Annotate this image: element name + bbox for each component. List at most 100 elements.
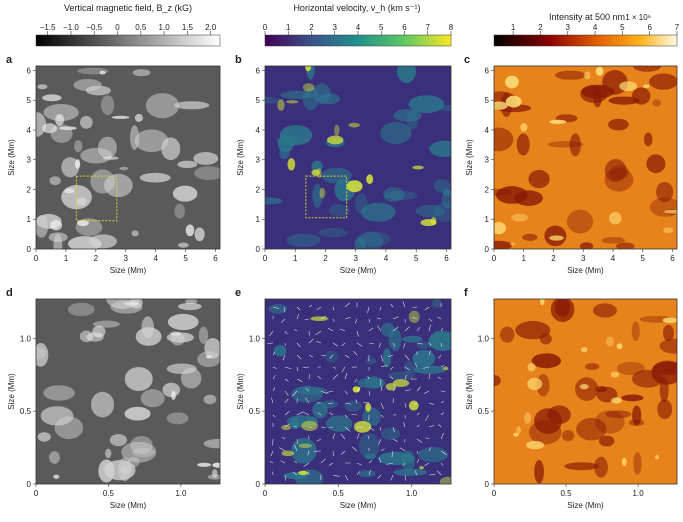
y-tick-label: 2 [27, 185, 32, 194]
heatmap-cell [276, 135, 301, 146]
velocity-arrow [303, 366, 310, 368]
velocity-arrow [296, 354, 302, 360]
velocity-arrow [367, 375, 370, 380]
heatmap-highlight [430, 217, 437, 225]
heatmap-cell [302, 87, 319, 111]
heatmap-cell [408, 95, 445, 114]
x-tick-label: 1.0 [633, 489, 645, 498]
heatmap-highlight [75, 159, 81, 169]
colorbar-tick-label: 4 [593, 23, 598, 32]
colorbar-tick-label: 8 [449, 23, 454, 32]
velocity-arrow [344, 302, 350, 308]
heatmap-cell [104, 173, 133, 198]
velocity-arrow [284, 423, 290, 428]
heatmap-cell [61, 157, 80, 178]
colorbar-tick-label: 5 [379, 23, 384, 32]
heatmap-highlight [527, 377, 543, 391]
heatmap-highlight [281, 424, 292, 431]
heatmap-highlight [58, 126, 77, 131]
heatmap-cell [290, 418, 300, 430]
colorbar-tick-label: 6 [647, 23, 652, 32]
heatmap-cell [499, 326, 515, 343]
y-tick-label: 1.0 [20, 334, 32, 343]
heatmap-cell [631, 87, 651, 105]
velocity-arrow [344, 372, 348, 380]
heatmap-highlight [412, 165, 424, 170]
y-tick-label: 1 [485, 215, 490, 224]
velocity-arrow [272, 306, 279, 309]
heatmap-cell [318, 227, 349, 238]
heatmap-cell [90, 391, 115, 418]
y-axis-label: Size (Mm) [236, 373, 245, 410]
heatmap-cell [415, 204, 445, 218]
velocity-arrow [424, 306, 430, 311]
heatmap-cell [418, 447, 449, 463]
heatmap-cell [124, 366, 153, 391]
y-tick-label: 5 [485, 96, 490, 105]
velocity-arrow [269, 461, 274, 464]
y-axis-label: Size (Mm) [465, 373, 474, 410]
velocity-arrow [354, 378, 358, 383]
heatmap-highlight [662, 317, 677, 323]
heatmap-cell [121, 441, 157, 463]
heatmap-highlight [50, 220, 63, 231]
heatmap-highlight [134, 113, 143, 122]
velocity-arrow [271, 397, 274, 404]
velocity-arrow [368, 426, 375, 431]
velocity-arrow [380, 354, 384, 362]
heatmap-cell [166, 363, 197, 375]
heatmap-cell [576, 417, 607, 441]
heatmap-highlight [581, 346, 588, 353]
velocity-arrow [270, 450, 274, 457]
heatmap-highlight [605, 336, 615, 347]
heatmap-highlight [310, 316, 329, 322]
heatmap-highlight [439, 476, 451, 484]
velocity-arrow [272, 387, 276, 392]
heatmap-cell [436, 105, 451, 112]
velocity-arrow [284, 474, 286, 481]
heatmap-cell [161, 137, 181, 161]
velocity-arrow [440, 400, 444, 404]
y-tick-label: 6 [256, 66, 261, 75]
heatmap-texture [265, 66, 451, 249]
velocity-arrow [392, 426, 395, 433]
x-tick-label: 4 [384, 254, 389, 263]
heatmap-cell [291, 437, 317, 464]
heatmap-cell [632, 66, 662, 72]
heatmap-cell [80, 115, 93, 129]
heatmap-cell [354, 237, 366, 249]
velocity-arrow [296, 438, 299, 445]
heatmap-highlight [77, 219, 89, 227]
heatmap-cell [393, 109, 422, 122]
heatmap-cell [652, 362, 677, 375]
heatmap-highlight [642, 84, 650, 89]
x-tick-label: 5 [414, 254, 419, 263]
y-tick-label: 1 [27, 215, 32, 224]
heatmap-cell [534, 459, 544, 484]
heatmap-cell [393, 468, 428, 476]
heatmap-cell [633, 452, 642, 475]
heatmap-cell [177, 160, 198, 169]
heatmap-highlight [205, 355, 212, 359]
panel-letter: a [6, 54, 13, 66]
colorbar-tick-label: 1.5 [182, 23, 194, 32]
heatmap-cell [615, 242, 635, 249]
heatmap-cell [383, 187, 405, 202]
heatmap-cell [380, 121, 412, 145]
velocity-arrow [440, 432, 444, 440]
heatmap-highlight [346, 180, 363, 193]
heatmap-highlight [277, 99, 285, 111]
heatmap-cell [134, 129, 169, 153]
velocity-arrow [392, 342, 396, 347]
velocity-arrow [414, 470, 418, 476]
heatmap-cell [406, 111, 418, 130]
heatmap-cell [569, 133, 581, 157]
heatmap-cell [67, 302, 95, 317]
y-axis-label: Size (Mm) [7, 139, 16, 176]
panel-d-magnetic-field-zoom: 0 0.5 1.0 0 0.5 1.0 Size (Mm) Size (Mm) d [6, 287, 221, 510]
heatmap-highlight [365, 402, 372, 412]
heatmap-cell [431, 299, 442, 308]
x-tick-label: 3 [581, 254, 586, 263]
heatmap-highlight [408, 310, 420, 324]
heatmap-cell [74, 140, 83, 153]
